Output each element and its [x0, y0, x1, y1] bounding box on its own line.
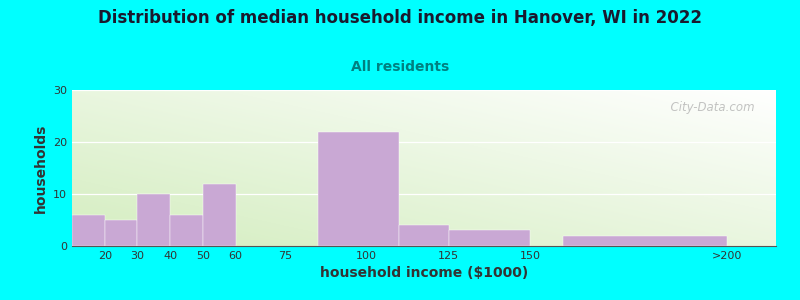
- Bar: [449, 230, 530, 246]
- Bar: [203, 184, 236, 246]
- Text: Distribution of median household income in Hanover, WI in 2022: Distribution of median household income …: [98, 9, 702, 27]
- Bar: [563, 236, 727, 246]
- X-axis label: household income ($1000): household income ($1000): [320, 266, 528, 280]
- Bar: [72, 215, 105, 246]
- Bar: [399, 225, 449, 246]
- Bar: [318, 132, 399, 246]
- Text: All residents: All residents: [351, 60, 449, 74]
- Bar: [170, 215, 203, 246]
- Bar: [105, 220, 138, 246]
- Y-axis label: households: households: [34, 123, 47, 213]
- Text: City-Data.com: City-Data.com: [663, 101, 755, 114]
- Bar: [138, 194, 170, 246]
